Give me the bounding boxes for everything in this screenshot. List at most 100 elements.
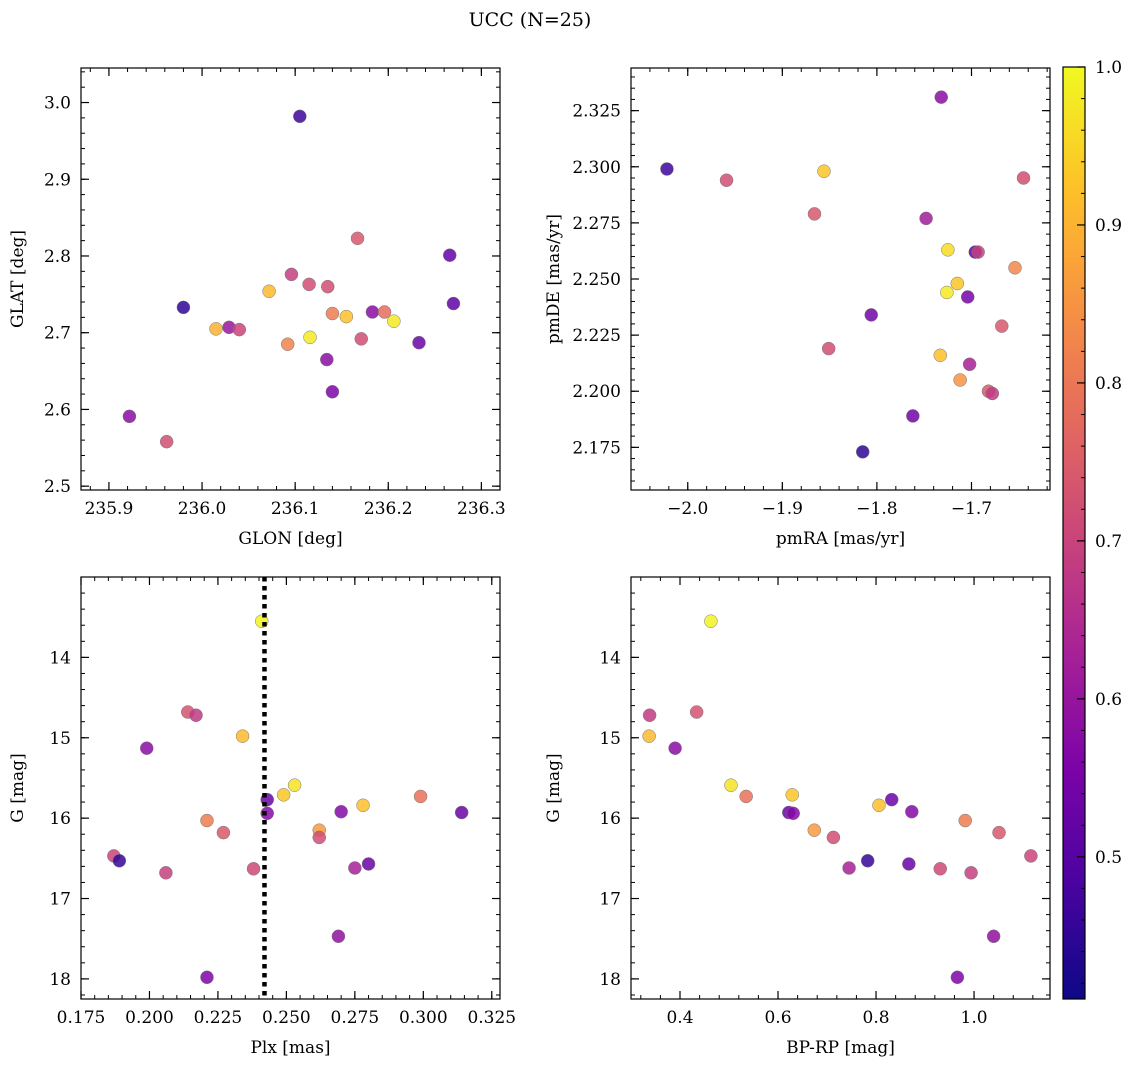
scatter-point xyxy=(361,857,376,871)
scatter-point xyxy=(906,409,920,423)
subplot-1: 235.9 236.0 236.1 236.2 236.3 2.5 2.6 2.7 2.8 2.9… xyxy=(8,67,506,549)
x-axis-label: pmRA [mas/yr] xyxy=(776,529,905,549)
colorbar-tick-label: 0.8 xyxy=(1095,374,1122,394)
y-tick-label: 2.7 xyxy=(44,324,71,344)
scatter-point xyxy=(276,788,291,802)
scatter-point xyxy=(821,341,836,356)
figure-title: UCC (N=25) xyxy=(469,9,592,31)
x-tick-label: −1.9 xyxy=(762,499,803,519)
y-tick-label: 17 xyxy=(49,890,71,910)
scatter-point xyxy=(339,309,354,324)
colorbar-gradient xyxy=(1062,66,1086,1000)
scatter-point xyxy=(992,825,1006,840)
x-tick-label: 0.8 xyxy=(863,1008,890,1028)
scatter-point xyxy=(293,109,307,124)
scatter-point xyxy=(842,861,856,875)
scatter-point xyxy=(919,211,933,226)
scatter-point xyxy=(660,162,674,176)
axes-frame xyxy=(80,67,501,491)
subplot-grid: 235.9 236.0 236.1 236.2 236.3 2.5 2.6 2.7 2.8 2.9… xyxy=(8,67,1051,1058)
y-tick-label: 3.0 xyxy=(44,94,71,114)
scatter-point xyxy=(739,789,753,804)
x-tick-label: 236.2 xyxy=(364,499,413,519)
scatter-point xyxy=(189,708,203,723)
scatter-point xyxy=(331,929,346,944)
scatter-point xyxy=(200,813,214,828)
x-tick-label: 0.6 xyxy=(764,1008,791,1028)
scatter-point xyxy=(232,322,247,337)
scatter-point xyxy=(325,385,340,399)
scatter-point xyxy=(704,614,718,628)
y-tick-label: 14 xyxy=(599,648,621,668)
major-ticks xyxy=(81,68,500,490)
scatter-point xyxy=(303,330,317,345)
x-tick-label: 235.9 xyxy=(85,499,134,519)
colorbar-tick-label: 0.9 xyxy=(1095,216,1122,236)
scatter-point xyxy=(1016,171,1031,185)
scatter-point xyxy=(1024,849,1038,863)
x-tick-label: 0.300 xyxy=(399,1008,448,1028)
subplot-4: 0.4 0.6 0.8 1.0 14 15 16 17 18 BP-RP [mag] G [mag] xyxy=(544,576,1051,1058)
scatter-point xyxy=(325,306,340,321)
scatter-point xyxy=(826,830,841,845)
x-tick-label: 0.225 xyxy=(194,1008,243,1028)
scatter-point xyxy=(668,741,682,755)
colorbar-tick-label: 0.6 xyxy=(1095,690,1122,710)
scatter-point xyxy=(287,778,302,792)
scatter-point xyxy=(260,806,274,821)
scatter-point xyxy=(412,335,426,350)
scatter-point xyxy=(941,243,955,257)
scatter-point xyxy=(139,741,154,755)
scatter-point xyxy=(933,862,947,876)
scatter-point xyxy=(719,173,734,187)
y-axis-label: G [mag] xyxy=(8,753,28,822)
y-axis-label: G [mag] xyxy=(544,753,564,822)
scatter-point xyxy=(962,357,977,372)
scatter-point xyxy=(950,970,965,985)
x-tick-label: 0.200 xyxy=(125,1008,174,1028)
scatter-point xyxy=(442,248,457,262)
scatter-point xyxy=(320,279,335,294)
scatter-point xyxy=(1008,261,1022,275)
y-tick-label: 2.250 xyxy=(572,270,621,290)
y-tick-label: 2.225 xyxy=(572,326,621,346)
x-tick-label: 0.175 xyxy=(57,1008,106,1028)
scatter-point xyxy=(986,929,1001,944)
x-tick-label: 0.275 xyxy=(331,1008,380,1028)
scatter-point xyxy=(642,729,656,743)
scatter-point xyxy=(902,857,916,871)
x-tick-label: 0.325 xyxy=(467,1008,516,1028)
scatter-point xyxy=(348,861,362,875)
scatter-point xyxy=(817,164,831,179)
scatter-point xyxy=(933,348,948,363)
x-tick-label: 1.0 xyxy=(961,1008,988,1028)
scatter-point xyxy=(209,322,223,336)
y-tick-label: 15 xyxy=(599,729,621,749)
y-tick-label: 18 xyxy=(599,970,621,990)
scatter-point xyxy=(200,970,214,985)
scatter-point xyxy=(724,778,738,792)
axes-frame xyxy=(630,67,1051,491)
x-tick-label: −2.0 xyxy=(667,499,708,519)
scatter-point xyxy=(377,305,392,319)
scatter-point xyxy=(807,207,822,221)
major-ticks xyxy=(631,577,1050,999)
scatter-point xyxy=(334,804,348,819)
scatter-point xyxy=(950,276,965,291)
y-tick-label: 2.200 xyxy=(572,382,621,402)
x-axis-label: Plx [mas] xyxy=(250,1038,330,1058)
scatter-point xyxy=(262,284,276,299)
scatter-point xyxy=(112,853,127,868)
scatter-point xyxy=(689,705,704,719)
scatter-point xyxy=(971,245,985,259)
scatter-point xyxy=(958,813,972,828)
scatter-points xyxy=(642,614,1038,985)
scatter-point xyxy=(350,231,365,246)
scatter-point xyxy=(864,308,878,322)
scatter-point xyxy=(235,729,250,743)
scatter-point xyxy=(176,300,191,315)
y-tick-label: 2.300 xyxy=(572,158,621,178)
x-axis-label: BP-RP [mag] xyxy=(786,1038,895,1058)
scatter-point xyxy=(855,445,870,459)
